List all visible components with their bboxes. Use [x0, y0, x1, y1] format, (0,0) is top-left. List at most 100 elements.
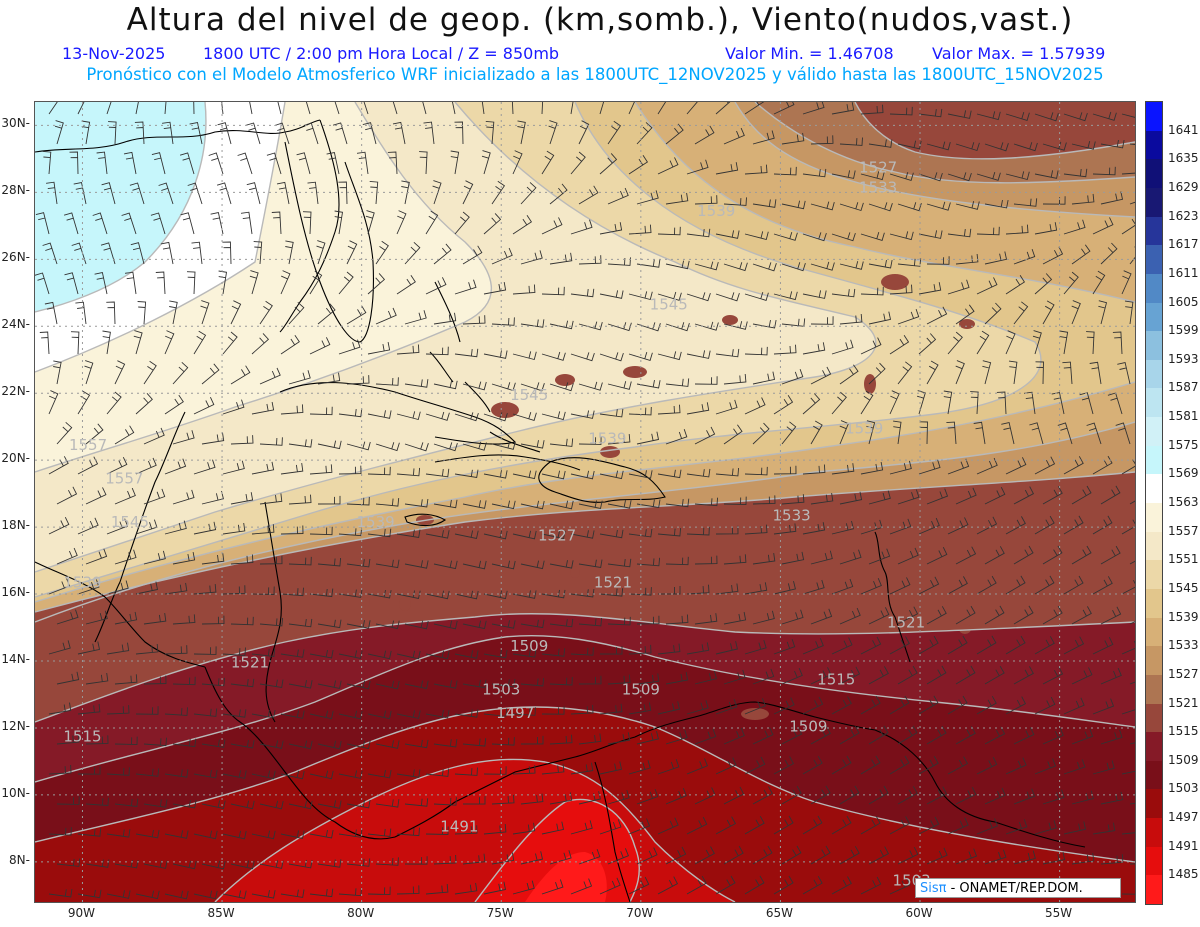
wind-barb — [1063, 168, 1088, 178]
wind-barb — [454, 348, 479, 358]
wind-barb — [346, 496, 370, 506]
wind-barb — [106, 829, 131, 838]
wind-barb — [1042, 545, 1063, 565]
wind-barb — [810, 366, 832, 385]
wind-barb — [230, 740, 255, 749]
wind-barb — [208, 152, 224, 175]
wind-barb — [984, 726, 1006, 745]
wind-barb — [723, 496, 747, 506]
wind-barb — [723, 373, 747, 385]
wind-barb — [396, 769, 421, 778]
wind-barb — [454, 412, 479, 422]
wind-barb — [657, 226, 681, 236]
valid-date: 13-Nov-2025 — [62, 44, 166, 63]
wind-barb — [1124, 300, 1134, 325]
wind-barb — [781, 200, 806, 210]
wind-barb — [160, 241, 174, 265]
wind-barb — [135, 643, 159, 655]
wind-barb — [425, 768, 450, 777]
wind-barb — [1100, 485, 1121, 505]
wind-barb — [1089, 361, 1102, 385]
wind-barb — [860, 876, 882, 895]
wind-barb — [143, 799, 168, 808]
wind-barb — [628, 406, 652, 416]
wind-barb — [919, 421, 928, 445]
wind-barb — [839, 725, 860, 745]
wind-barb — [63, 212, 79, 235]
wind-barb — [338, 271, 354, 295]
wind-barb — [723, 321, 748, 330]
wind-barb — [251, 401, 275, 415]
wind-barb — [665, 846, 687, 865]
lat-tick-label: 24N- — [1, 317, 30, 332]
wind-barb — [918, 172, 943, 182]
wind-barb — [404, 798, 429, 807]
wind-barb — [150, 212, 166, 235]
wind-barb — [926, 547, 948, 565]
wind-barb — [425, 826, 449, 835]
wind-barb — [860, 695, 881, 715]
wind-barb — [338, 887, 362, 897]
wind-barb — [44, 301, 58, 325]
wind-barb — [135, 829, 160, 839]
wind-barb — [77, 102, 85, 115]
wind-barb — [338, 408, 363, 418]
wind-barb — [1005, 516, 1026, 535]
wind-barb — [599, 470, 624, 480]
wind-barb — [946, 421, 957, 445]
colorbar-cell — [1146, 732, 1162, 762]
wind-barb — [744, 102, 765, 115]
wind-barb — [744, 698, 766, 715]
wind-barb — [831, 520, 854, 535]
wind-barb — [483, 823, 507, 835]
wind-barb — [599, 102, 605, 115]
wind-barb — [868, 139, 893, 148]
wind-barb — [578, 185, 599, 205]
credit-box: Sisπ - ONAMET/REP.DOM. — [915, 878, 1121, 898]
colorbar-cell — [1146, 674, 1162, 704]
wind-barb — [781, 132, 805, 145]
wind-barb — [955, 142, 980, 152]
wind-barb — [1092, 515, 1113, 535]
wind-barb — [1005, 171, 1030, 181]
wind-barb — [201, 615, 225, 625]
wind-barb — [481, 150, 491, 175]
wind-barb — [810, 845, 831, 865]
lon-tick-label: 65W — [765, 906, 793, 920]
wind-barb — [404, 620, 429, 630]
wind-barb — [259, 555, 283, 565]
wind-barb — [77, 390, 91, 415]
wind-barb — [694, 426, 716, 445]
wind-barb — [309, 650, 334, 659]
wind-barb — [947, 110, 972, 119]
wind-barb — [285, 240, 294, 265]
wind-barb — [1071, 193, 1095, 205]
wind-barb — [483, 470, 508, 479]
wind-barb — [1005, 275, 1026, 295]
wind-barb — [686, 700, 709, 715]
wind-barb — [259, 367, 281, 385]
wind-barb — [578, 381, 603, 391]
wind-barb — [694, 497, 719, 507]
colorbar-label: 1587 — [1168, 380, 1199, 395]
wind-barb — [143, 488, 166, 505]
wind-barb — [48, 390, 59, 415]
wind-barb — [187, 182, 203, 205]
wind-barb — [665, 260, 690, 270]
wind-barb — [164, 458, 187, 475]
wind-barb — [201, 432, 225, 445]
wind-barb — [1063, 515, 1084, 535]
wind-barb — [976, 695, 997, 715]
wind-barb — [955, 487, 977, 505]
wind-barb — [433, 620, 458, 630]
wind-barb — [984, 487, 1006, 505]
wind-barb — [114, 611, 138, 625]
wind-barb — [1121, 270, 1132, 295]
wind-barb — [947, 635, 968, 655]
wind-barb — [375, 740, 400, 749]
wind-barb — [1013, 142, 1038, 152]
wind-barb — [973, 421, 986, 445]
lat-tick-label: 28N- — [1, 183, 30, 198]
wind-barb — [259, 740, 284, 750]
wind-barb — [810, 492, 834, 505]
